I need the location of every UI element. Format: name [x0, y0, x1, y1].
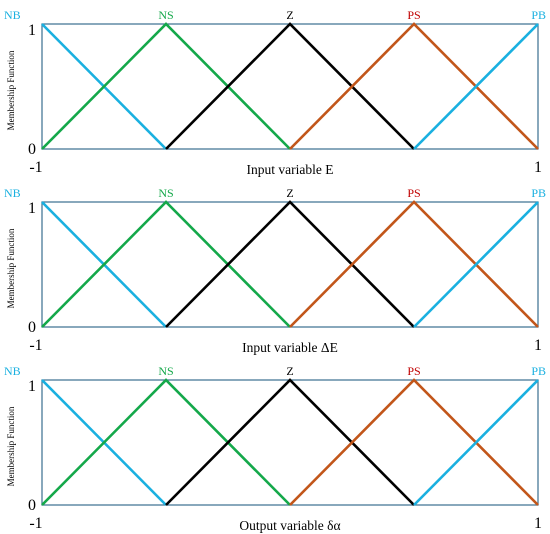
series-line-z	[165, 378, 415, 506]
series-label-ps: PS	[407, 186, 420, 200]
series-line-pb	[413, 379, 539, 506]
x-tick-label-min: -1	[29, 515, 42, 532]
x-axis-title: Input variable E	[247, 162, 334, 177]
series-line-ps	[289, 200, 539, 328]
series-label-nb: NB	[4, 364, 21, 378]
y-tick-label-1: 1	[28, 22, 36, 39]
chart-input-e: NB NS Z PS PB 0 1 -1 1 Input variable E Membership…	[4, 8, 546, 177]
series-line-z	[165, 200, 415, 328]
series-label-pb: PB	[531, 8, 546, 22]
x-tick-label-max: 1	[534, 159, 542, 176]
plot-frame	[41, 201, 539, 328]
series-line-ns	[41, 200, 291, 328]
y-tick-label-0: 0	[28, 141, 36, 158]
chart-output-delta-alpha: NB NS Z PS PB 0 1 -1 1 Output variable δα Membersh…	[4, 364, 546, 533]
series-label-z: Z	[286, 364, 293, 378]
series-line-pb	[413, 201, 539, 328]
x-axis-title: Input variable ΔE	[242, 340, 338, 355]
series-label-pb: PB	[531, 364, 546, 378]
series-line-z	[165, 22, 415, 150]
x-tick-label-min: -1	[29, 337, 42, 354]
series-label-ps: PS	[407, 364, 420, 378]
series-line-ns	[41, 22, 291, 150]
y-tick-label-0: 0	[28, 319, 36, 336]
series-label-ns: NS	[158, 364, 173, 378]
series-label-z: Z	[286, 8, 293, 22]
y-tick-label-0: 0	[28, 497, 36, 514]
y-tick-label-1: 1	[28, 378, 36, 395]
plot-frame	[41, 23, 539, 150]
y-tick-label-1: 1	[28, 200, 36, 217]
series-line-ps	[289, 22, 539, 150]
y-axis-title: Membership Function	[6, 50, 16, 130]
series-label-pb: PB	[531, 186, 546, 200]
y-axis-title: Membership Function	[6, 406, 16, 486]
plot-frame	[41, 379, 539, 506]
series-line-pb	[413, 23, 539, 150]
chart-input-delta-e: NB NS Z PS PB 0 1 -1 1 Input variable ΔE Membershi…	[4, 186, 546, 355]
series-label-z: Z	[286, 186, 293, 200]
series-line-ns	[41, 378, 291, 506]
x-tick-label-max: 1	[534, 515, 542, 532]
x-tick-label-max: 1	[534, 337, 542, 354]
series-label-nb: NB	[4, 8, 21, 22]
series-label-ns: NS	[158, 186, 173, 200]
y-axis-title: Membership Function	[6, 228, 16, 308]
series-line-ps	[289, 378, 539, 506]
series-label-ns: NS	[158, 8, 173, 22]
series-label-ps: PS	[407, 8, 420, 22]
x-axis-title: Output variable δα	[239, 518, 340, 533]
series-label-nb: NB	[4, 186, 21, 200]
x-tick-label-min: -1	[29, 159, 42, 176]
